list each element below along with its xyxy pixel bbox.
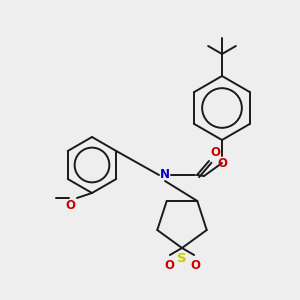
- Text: S: S: [177, 252, 187, 265]
- Text: N: N: [160, 169, 170, 182]
- Text: O: O: [190, 259, 200, 272]
- Text: O: O: [217, 157, 227, 170]
- Text: O: O: [65, 199, 75, 212]
- Text: O: O: [164, 259, 174, 272]
- Text: O: O: [210, 146, 220, 159]
